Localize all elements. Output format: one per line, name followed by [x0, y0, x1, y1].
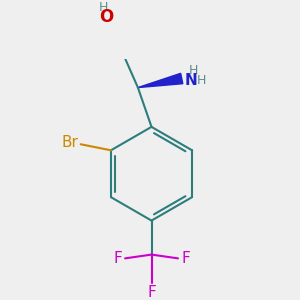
Text: H: H [189, 64, 199, 77]
Text: O: O [99, 8, 113, 26]
Text: Br: Br [62, 135, 79, 150]
Text: F: F [181, 251, 190, 266]
Text: N: N [184, 73, 197, 88]
Text: F: F [113, 251, 122, 266]
Text: H: H [197, 74, 206, 86]
Polygon shape [138, 73, 183, 88]
Text: F: F [147, 285, 156, 300]
Text: H: H [98, 1, 108, 14]
